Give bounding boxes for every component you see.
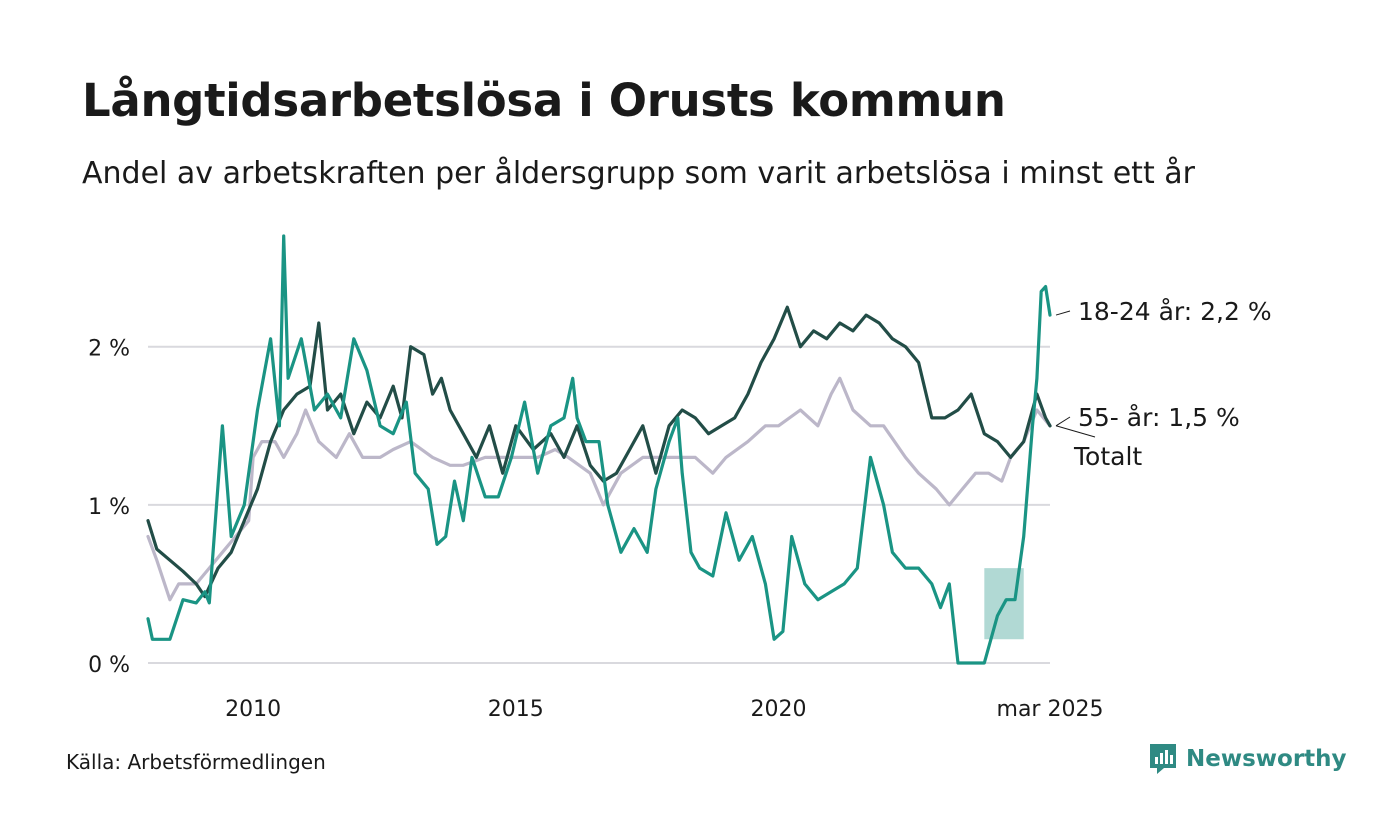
series-line bbox=[146, 234, 1052, 665]
newsworthy-logo-icon bbox=[1150, 744, 1176, 774]
series-end-label: 18-24 år: 2,2 % bbox=[1078, 297, 1272, 326]
label-leader-line bbox=[1055, 425, 1096, 438]
series-end-label: Totalt bbox=[1073, 442, 1142, 471]
y-tick-label: 2 % bbox=[88, 337, 130, 362]
x-tick-label: 2010 bbox=[225, 697, 281, 722]
y-tick-label: 1 % bbox=[88, 495, 130, 520]
x-tick-label: 2015 bbox=[488, 697, 544, 722]
label-leader-line bbox=[1055, 310, 1071, 316]
source-note: Källa: Arbetsförmedlingen bbox=[66, 750, 326, 774]
series-line bbox=[146, 376, 1052, 602]
label-leader-line bbox=[1055, 416, 1071, 427]
chart-title: Långtidsarbetslösa i Orusts kommun bbox=[82, 74, 1006, 127]
x-tick-label: 2020 bbox=[751, 697, 807, 722]
chart-subtitle: Andel av arbetskraften per åldersgrupp s… bbox=[82, 156, 1195, 191]
brand-name: Newsworthy bbox=[1186, 746, 1347, 772]
newsworthy-brand[interactable]: Newsworthy bbox=[1148, 742, 1347, 776]
x-tick-label: mar 2025 bbox=[997, 697, 1104, 722]
series-end-label: 55- år: 1,5 % bbox=[1078, 403, 1240, 432]
series-line bbox=[146, 305, 1052, 599]
y-tick-label: 0 % bbox=[88, 653, 130, 678]
